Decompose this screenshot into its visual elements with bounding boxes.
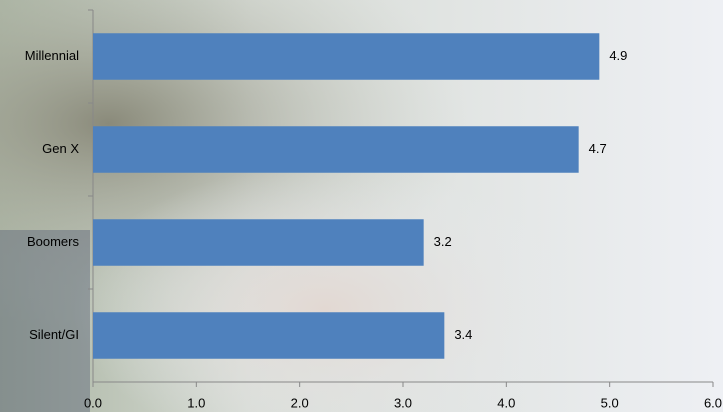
bar xyxy=(93,33,600,80)
data-label: 4.7 xyxy=(589,141,607,156)
data-label: 3.2 xyxy=(434,234,452,249)
y-tick-label: Gen X xyxy=(42,141,79,156)
x-tick-label: 3.0 xyxy=(394,395,412,410)
x-tick-label: 2.0 xyxy=(291,395,309,410)
bar xyxy=(93,219,424,266)
x-tick-label: 5.0 xyxy=(601,395,619,410)
y-tick-label: Millennial xyxy=(25,48,79,63)
x-tick-label: 4.0 xyxy=(497,395,515,410)
bar xyxy=(93,312,445,359)
y-tick-label: Boomers xyxy=(27,234,80,249)
data-label: 4.9 xyxy=(609,48,627,63)
x-tick-label: 6.0 xyxy=(704,395,722,410)
bar xyxy=(93,126,579,173)
data-label: 3.4 xyxy=(454,327,472,342)
background-photo xyxy=(0,230,90,412)
y-tick-label: Silent/GI xyxy=(29,327,79,342)
x-tick-label: 0.0 xyxy=(84,395,102,410)
x-tick-label: 1.0 xyxy=(187,395,205,410)
